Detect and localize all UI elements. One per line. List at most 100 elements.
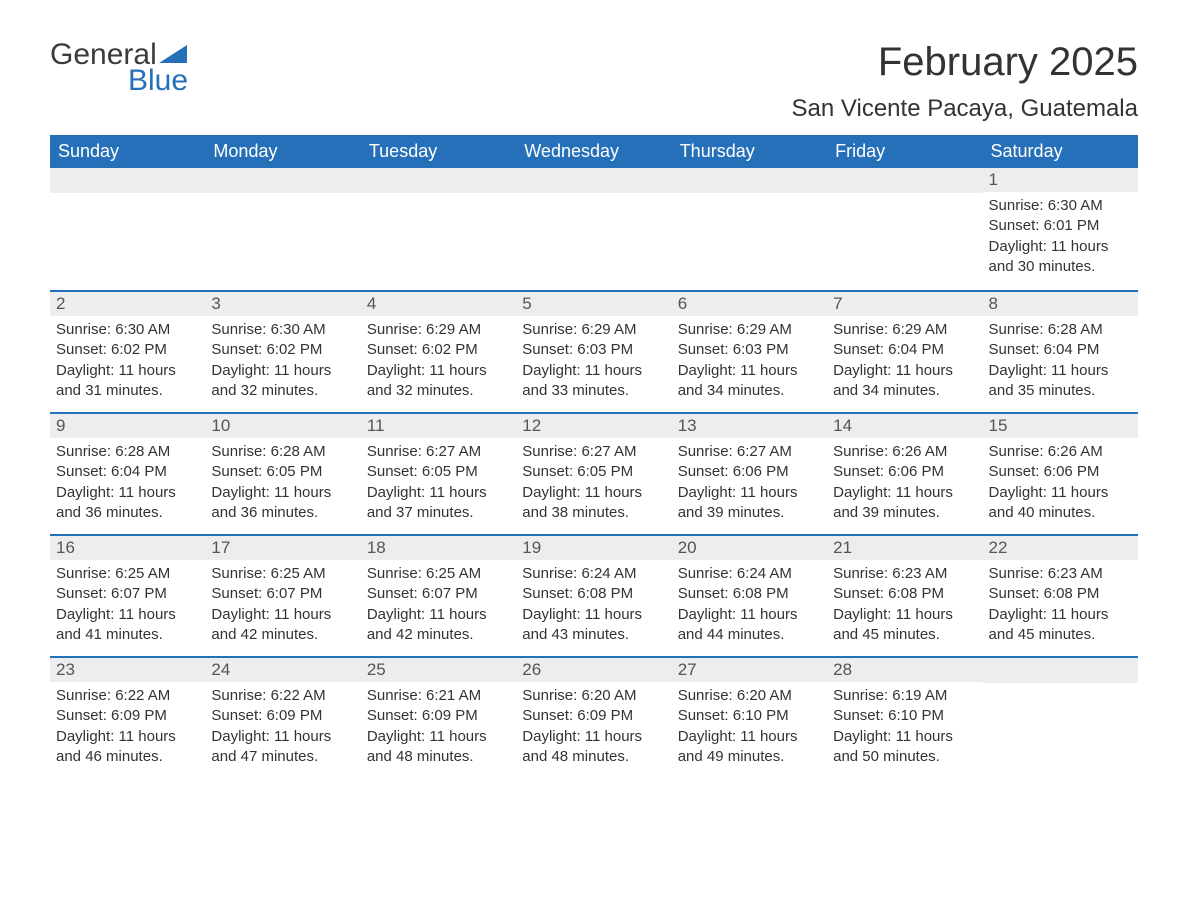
daylight-text: Daylight: 11 hours and 47 minutes.	[211, 727, 354, 768]
sunset-text: Sunset: 6:04 PM	[56, 462, 199, 482]
sunset-text: Sunset: 6:10 PM	[678, 706, 821, 726]
sunrise-text: Sunrise: 6:20 AM	[678, 686, 821, 706]
empty-day	[983, 656, 1138, 683]
day-content: Sunrise: 6:20 AMSunset: 6:10 PMDaylight:…	[672, 682, 827, 775]
day-content: Sunrise: 6:25 AMSunset: 6:07 PMDaylight:…	[50, 560, 205, 653]
daylight-text: Daylight: 11 hours and 45 minutes.	[833, 605, 976, 646]
calendar-cell: 10Sunrise: 6:28 AMSunset: 6:05 PMDayligh…	[205, 412, 360, 534]
sunset-text: Sunset: 6:02 PM	[211, 340, 354, 360]
calendar-cell: 5 Sunrise: 6:29 AMSunset: 6:03 PMDaylight…	[516, 290, 671, 412]
sunset-text: Sunset: 6:09 PM	[211, 706, 354, 726]
day-number: 28	[827, 656, 982, 682]
weekday-header: Saturday	[983, 135, 1138, 168]
sunrise-text: Sunrise: 6:26 AM	[989, 442, 1132, 462]
day-content: Sunrise: 6:26 AMSunset: 6:06 PMDaylight:…	[983, 438, 1138, 531]
day-content: Sunrise: 6:19 AMSunset: 6:10 PMDaylight:…	[827, 682, 982, 775]
day-number: 17	[205, 534, 360, 560]
calendar-cell: 9Sunrise: 6:28 AMSunset: 6:04 PMDaylight…	[50, 412, 205, 534]
sunrise-text: Sunrise: 6:30 AM	[56, 320, 199, 340]
day-content: Sunrise: 6:30 AMSunset: 6:02 PMDaylight:…	[50, 316, 205, 409]
day-content: Sunrise: 6:27 AMSunset: 6:05 PMDaylight:…	[361, 438, 516, 531]
sunrise-text: Sunrise: 6:22 AM	[211, 686, 354, 706]
sunrise-text: Sunrise: 6:28 AM	[211, 442, 354, 462]
calendar-cell: 12Sunrise: 6:27 AMSunset: 6:05 PMDayligh…	[516, 412, 671, 534]
sunset-text: Sunset: 6:09 PM	[522, 706, 665, 726]
day-content: Sunrise: 6:26 AMSunset: 6:06 PMDaylight:…	[827, 438, 982, 531]
location-subtitle: San Vicente Pacaya, Guatemala	[792, 95, 1138, 123]
calendar-cell: 11Sunrise: 6:27 AMSunset: 6:05 PMDayligh…	[361, 412, 516, 534]
calendar-cell: 1Sunrise: 6:30 AMSunset: 6:01 PMDaylight…	[983, 168, 1138, 290]
day-number: 9	[50, 412, 205, 438]
header: General Blue February 2025 San Vicente P…	[50, 40, 1138, 123]
day-number: 27	[672, 656, 827, 682]
day-content: Sunrise: 6:25 AMSunset: 6:07 PMDaylight:…	[205, 560, 360, 653]
sunset-text: Sunset: 6:03 PM	[522, 340, 665, 360]
daylight-text: Daylight: 11 hours and 50 minutes.	[833, 727, 976, 768]
calendar-cell: 24Sunrise: 6:22 AMSunset: 6:09 PMDayligh…	[205, 656, 360, 778]
day-number: 6	[672, 290, 827, 316]
daylight-text: Daylight: 11 hours and 40 minutes.	[989, 483, 1132, 524]
sunrise-text: Sunrise: 6:27 AM	[522, 442, 665, 462]
day-content: Sunrise: 6:23 AMSunset: 6:08 PMDaylight:…	[827, 560, 982, 653]
calendar-cell	[827, 168, 982, 290]
sunset-text: Sunset: 6:05 PM	[211, 462, 354, 482]
daylight-text: Daylight: 11 hours and 33 minutes.	[522, 361, 665, 402]
calendar-cell: 2Sunrise: 6:30 AMSunset: 6:02 PMDaylight…	[50, 290, 205, 412]
day-content: Sunrise: 6:21 AMSunset: 6:09 PMDaylight:…	[361, 682, 516, 775]
calendar-cell: 3Sunrise: 6:30 AMSunset: 6:02 PMDaylight…	[205, 290, 360, 412]
calendar-cell: 20Sunrise: 6:24 AMSunset: 6:08 PMDayligh…	[672, 534, 827, 656]
day-number: 4	[361, 290, 516, 316]
daylight-text: Daylight: 11 hours and 43 minutes.	[522, 605, 665, 646]
sunrise-text: Sunrise: 6:24 AM	[678, 564, 821, 584]
sunset-text: Sunset: 6:04 PM	[833, 340, 976, 360]
day-number: 14	[827, 412, 982, 438]
logo-triangle-icon	[159, 45, 187, 65]
weekday-header: Wednesday	[516, 135, 671, 168]
day-content: Sunrise: 6:22 AMSunset: 6:09 PMDaylight:…	[205, 682, 360, 775]
sunset-text: Sunset: 6:08 PM	[678, 584, 821, 604]
sunrise-text: Sunrise: 6:29 AM	[833, 320, 976, 340]
day-number: 16	[50, 534, 205, 560]
daylight-text: Daylight: 11 hours and 45 minutes.	[989, 605, 1132, 646]
sunrise-text: Sunrise: 6:29 AM	[367, 320, 510, 340]
empty-day	[361, 168, 516, 193]
empty-day	[516, 168, 671, 193]
day-number: 7	[827, 290, 982, 316]
daylight-text: Daylight: 11 hours and 30 minutes.	[989, 237, 1132, 278]
calendar-table: SundayMondayTuesdayWednesdayThursdayFrid…	[50, 135, 1138, 778]
title-block: February 2025 San Vicente Pacaya, Guatem…	[792, 40, 1138, 123]
day-content: Sunrise: 6:27 AMSunset: 6:06 PMDaylight:…	[672, 438, 827, 531]
sunset-text: Sunset: 6:02 PM	[56, 340, 199, 360]
calendar-week-row: 23Sunrise: 6:22 AMSunset: 6:09 PMDayligh…	[50, 656, 1138, 778]
calendar-cell: 26Sunrise: 6:20 AMSunset: 6:09 PMDayligh…	[516, 656, 671, 778]
day-number: 11	[361, 412, 516, 438]
day-number: 1	[983, 168, 1138, 192]
day-content: Sunrise: 6:25 AMSunset: 6:07 PMDaylight:…	[361, 560, 516, 653]
daylight-text: Daylight: 11 hours and 42 minutes.	[211, 605, 354, 646]
sunset-text: Sunset: 6:09 PM	[367, 706, 510, 726]
day-content: Sunrise: 6:22 AMSunset: 6:09 PMDaylight:…	[50, 682, 205, 775]
sunset-text: Sunset: 6:10 PM	[833, 706, 976, 726]
empty-day	[672, 168, 827, 193]
empty-day	[205, 168, 360, 193]
day-number: 3	[205, 290, 360, 316]
sunset-text: Sunset: 6:08 PM	[522, 584, 665, 604]
sunset-text: Sunset: 6:03 PM	[678, 340, 821, 360]
calendar-week-row: 9 Sunrise: 6:28 AM Sunset: 6:04 PM Daylight…	[50, 412, 1138, 534]
sunrise-text: Sunrise: 6:30 AM	[989, 196, 1132, 216]
weekday-header: Monday	[205, 135, 360, 168]
day-number: 5	[516, 290, 671, 316]
daylight-text: Daylight: 11 hours and 34 minutes.	[678, 361, 821, 402]
calendar-cell: 19Sunrise: 6:24 AMSunset: 6:08 PMDayligh…	[516, 534, 671, 656]
day-content: Sunrise: 6:30 AMSunset: 6:01 PMDaylight:…	[983, 192, 1138, 285]
daylight-text: Daylight: 11 hours and 35 minutes.	[989, 361, 1132, 402]
logo: General Blue	[50, 40, 188, 96]
day-content: Sunrise: 6:23 AMSunset: 6:08 PMDaylight:…	[983, 560, 1138, 653]
day-content: Sunrise: 6:29 AMSunset: 6:04 PMDaylight:…	[827, 316, 982, 409]
sunset-text: Sunset: 6:06 PM	[833, 462, 976, 482]
sunrise-text: Sunrise: 6:29 AM	[522, 320, 665, 340]
daylight-text: Daylight: 11 hours and 48 minutes.	[522, 727, 665, 768]
empty-day	[827, 168, 982, 193]
day-number: 8	[983, 290, 1138, 316]
day-number: 26	[516, 656, 671, 682]
